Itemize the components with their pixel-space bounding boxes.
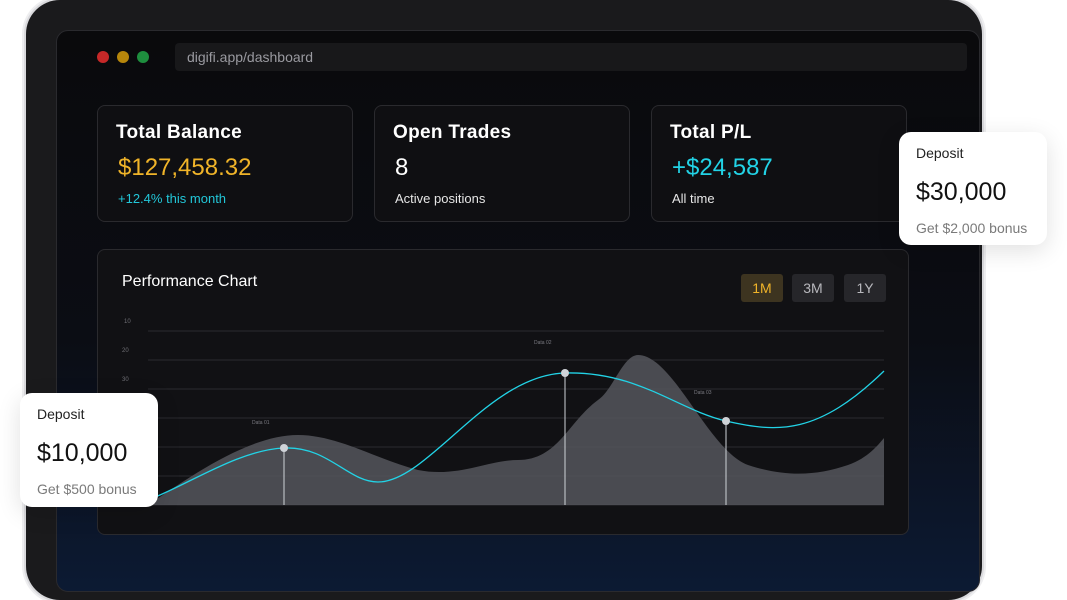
range-button-1m[interactable]: 1M (741, 274, 783, 302)
deposit-label: Deposit (37, 406, 85, 422)
line-series (147, 370, 885, 501)
point-label: Data 02 (534, 340, 552, 346)
deposit-popup-left[interactable]: Deposit $10,000 Get $500 bonus (20, 393, 158, 507)
balance-change: +12.4% this month (118, 191, 227, 206)
balance-value: $127,458.32 (118, 154, 252, 181)
deposit-amount: $30,000 (916, 178, 1007, 206)
data-point[interactable] (722, 417, 730, 425)
pl-sub: All time (672, 191, 715, 206)
deposit-bonus: Get $2,000 bonus (916, 220, 1028, 236)
total-balance-card: Total Balance $127,458.32 +12.4% this mo… (97, 105, 353, 222)
pl-value: +$24,587 (672, 154, 773, 181)
browser-topbar: digifi.app/dashboard (57, 31, 979, 83)
open-trades-card: Open Trades 8 Active positions (374, 105, 630, 222)
deposit-label: Deposit (916, 145, 964, 161)
chart-title: Performance Chart (122, 273, 258, 290)
minimize-window-dot[interactable] (117, 51, 129, 63)
close-window-dot[interactable] (97, 51, 109, 63)
address-bar[interactable]: digifi.app/dashboard (175, 43, 967, 71)
y-tick-label: 20 (122, 348, 129, 354)
card-title: Total P/L (670, 122, 752, 143)
maximize-window-dot[interactable] (137, 51, 149, 63)
point-label: Data 03 (694, 390, 712, 396)
y-tick-label: 10 (124, 319, 131, 325)
total-pl-card: Total P/L +$24,587 All time (651, 105, 907, 222)
area-series (148, 355, 884, 505)
card-title: Open Trades (393, 122, 512, 143)
data-point[interactable] (280, 444, 288, 452)
deposit-amount: $10,000 (37, 439, 128, 467)
range-button-1y[interactable]: 1Y (844, 274, 886, 302)
data-point[interactable] (561, 369, 569, 377)
range-button-3m[interactable]: 3M (792, 274, 834, 302)
performance-chart: 10 20 30 Data 01 Data 02 Data 03 (122, 319, 885, 506)
deposit-bonus: Get $500 bonus (37, 481, 137, 497)
trades-value: 8 (395, 154, 409, 181)
card-title: Total Balance (116, 122, 243, 143)
trades-sub: Active positions (395, 191, 486, 206)
deposit-popup-right[interactable]: Deposit $30,000 Get $2,000 bonus (899, 132, 1047, 245)
point-label: Data 01 (252, 420, 270, 426)
y-tick-label: 30 (122, 377, 129, 383)
performance-chart-card: Performance Chart 1M 3M 1Y 10 20 30 Data… (97, 249, 909, 535)
